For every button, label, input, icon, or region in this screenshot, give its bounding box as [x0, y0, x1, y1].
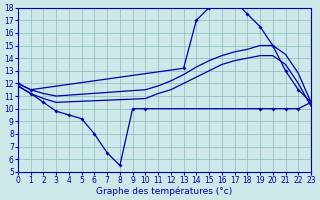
X-axis label: Graphe des températures (°c): Graphe des températures (°c) — [96, 186, 233, 196]
